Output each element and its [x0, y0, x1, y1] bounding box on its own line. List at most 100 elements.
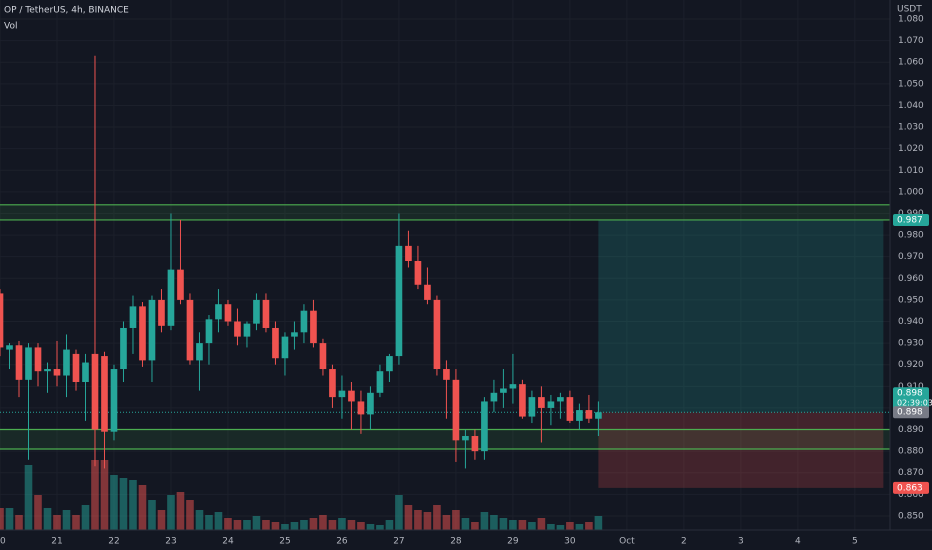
- volume-bar: [176, 492, 185, 530]
- y-tick-label: 0.950: [898, 295, 924, 305]
- candle-body: [158, 299, 165, 326]
- candle-body: [424, 284, 431, 300]
- volume-bar: [53, 515, 61, 530]
- volume-bar: [509, 520, 517, 530]
- candle-body: [319, 343, 327, 370]
- volume-bar: [43, 508, 52, 530]
- volume-bar: [205, 515, 213, 530]
- y-tick-label: 0.940: [898, 317, 924, 327]
- candle-body: [300, 310, 308, 333]
- x-tick-label: 21: [51, 537, 62, 547]
- candle-body: [186, 299, 194, 361]
- candle-body: [547, 401, 555, 408]
- volume-bar: [34, 495, 42, 530]
- volume-bar: [452, 510, 460, 530]
- candle-body: [528, 397, 536, 417]
- volume-bar: [290, 522, 299, 530]
- last-price-label: 0.898: [897, 389, 923, 399]
- x-tick-label: 28: [450, 537, 462, 547]
- candle-body: [6, 345, 13, 350]
- candle-body: [585, 410, 593, 419]
- candle-body: [82, 362, 89, 382]
- x-tick-label: 30: [564, 537, 576, 547]
- y-tick-label: 0.970: [898, 252, 924, 262]
- candle-body: [471, 436, 479, 452]
- countdown: 02:39:03: [897, 399, 932, 408]
- volume-bar: [129, 480, 137, 530]
- volume-bar: [566, 522, 574, 530]
- candle-body: [291, 332, 298, 337]
- y-tick-label: 0.870: [898, 468, 924, 478]
- candle-body: [262, 299, 270, 328]
- volume-bar: [490, 515, 498, 530]
- candle-body: [433, 299, 441, 370]
- volume-bar: [347, 520, 356, 530]
- candle-body: [139, 306, 146, 361]
- volume-bar: [100, 460, 109, 530]
- candle-body: [367, 392, 374, 415]
- volume-bar: [281, 524, 289, 530]
- currency: USDT: [897, 5, 922, 15]
- volume-bar: [186, 500, 194, 530]
- volume-bar: [461, 518, 470, 530]
- candle-body: [462, 436, 469, 441]
- volume-bar: [556, 525, 565, 530]
- entry-label-bg: [893, 406, 929, 419]
- candle-body: [357, 401, 365, 415]
- candle-body: [25, 347, 32, 380]
- candle-body: [405, 245, 412, 262]
- volume-bar: [110, 475, 118, 530]
- x-tick-label: 27: [393, 537, 404, 547]
- x-tick-label: 29: [507, 537, 519, 547]
- volume-bar: [442, 515, 451, 530]
- y-tick-label: 1.000: [898, 187, 924, 197]
- x-tick-label: 5: [852, 537, 858, 547]
- volume-bar: [148, 500, 156, 530]
- volume-bar: [0, 508, 4, 530]
- candle-body: [490, 392, 498, 402]
- volume-bar: [167, 495, 175, 530]
- y-tick-label: 0.910: [898, 382, 924, 392]
- candle-body: [253, 299, 260, 324]
- volume-bar: [376, 525, 384, 530]
- candle-body: [338, 390, 346, 398]
- candle-body: [386, 356, 393, 372]
- target-label-bg: [893, 213, 929, 226]
- volume-bar: [24, 465, 33, 530]
- x-tick-label: 3: [738, 537, 744, 547]
- y-tick-label: 1.080: [898, 15, 924, 25]
- symbol-title: OP / TetherUS, 4h, BINANCE: [4, 6, 129, 16]
- zone-fill: [0, 429, 890, 449]
- volume-bar: [575, 524, 584, 530]
- candle-body: [595, 412, 602, 419]
- volume-bar: [414, 510, 422, 530]
- candle-body: [538, 397, 545, 408]
- volume-bar: [72, 515, 80, 530]
- candle-body: [395, 245, 403, 357]
- candle-body: [101, 356, 108, 432]
- x-tick-label: 26: [336, 537, 348, 547]
- candle-body: [167, 269, 175, 326]
- x-tick-label: Oct: [619, 537, 635, 547]
- zone-fill: [0, 204, 890, 220]
- y-tick-label: 1.070: [898, 36, 924, 46]
- candle-body: [443, 369, 450, 380]
- x-tick-label: 4: [795, 537, 801, 547]
- candle-body: [500, 388, 507, 393]
- volume-bar: [81, 505, 90, 530]
- volume-bar: [243, 520, 251, 530]
- y-tick-label: 0.850: [898, 511, 924, 521]
- candle-body: [110, 369, 118, 432]
- x-tick-label: 25: [279, 537, 290, 547]
- volume-bar: [309, 518, 318, 530]
- y-tick-label: 0.920: [898, 360, 924, 370]
- x-tick-label: 22: [108, 537, 119, 547]
- candle-body: [329, 369, 336, 398]
- candle-body: [91, 353, 99, 430]
- candles: [0, 55, 602, 469]
- y-tick-label: 1.010: [898, 166, 924, 176]
- volume-bar: [62, 510, 71, 530]
- y-tick-label: 1.050: [898, 79, 924, 89]
